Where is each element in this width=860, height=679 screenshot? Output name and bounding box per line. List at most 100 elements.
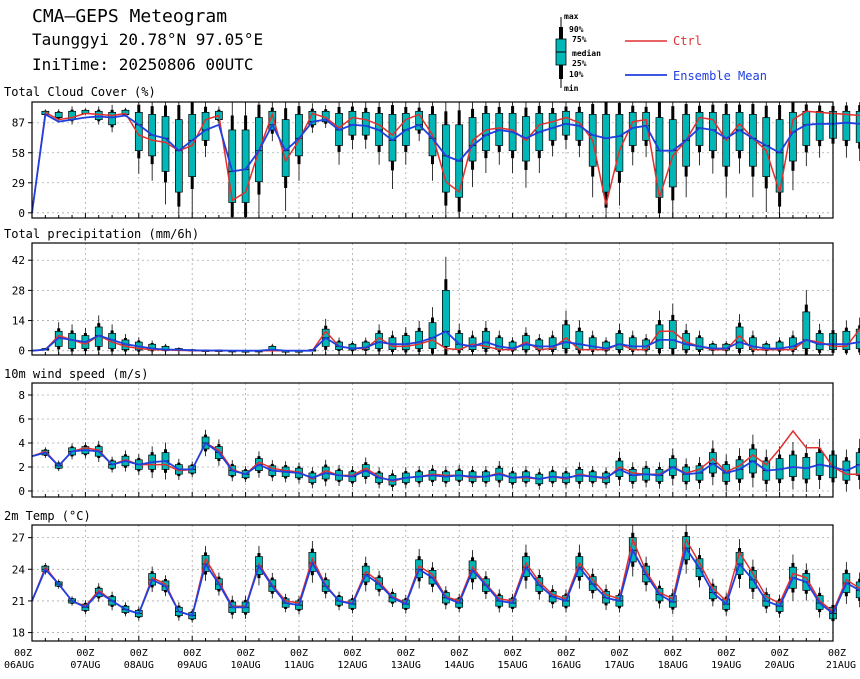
box <box>815 110 824 141</box>
y-tick-label: 24 <box>12 563 26 576</box>
box <box>415 330 423 349</box>
box <box>201 112 210 141</box>
chart-title: CMA—GEPS Meteogram <box>32 6 228 27</box>
x-tick-label-time: 00Z <box>343 648 361 659</box>
box <box>548 337 557 350</box>
x-tick-label-date: 10AUG <box>231 660 261 671</box>
x-tick-label-date: 07AUG <box>70 660 100 671</box>
box <box>668 119 677 188</box>
panel-1: Total Cloud Cover (%) 0 29 58 87 <box>4 85 860 220</box>
box <box>442 124 450 193</box>
box <box>842 330 851 350</box>
box <box>482 330 490 349</box>
y-tick-label: 14 <box>12 315 26 328</box>
init-time-label: IniTime: 20250806 00UTC <box>32 55 254 74</box>
box <box>375 333 383 349</box>
ctrl-line <box>31 110 860 213</box>
box <box>241 129 250 203</box>
panel-2: Total precipitation (mm/6h) 0 14 28 42 <box>4 227 860 358</box>
location-label: Taunggyi 20.78°N 97.05°E <box>32 30 264 49</box>
y-tick-label: 2 <box>18 461 25 474</box>
box <box>175 119 183 193</box>
x-tick-label-date: 09AUG <box>177 660 207 671</box>
ensemble-mean-line <box>31 441 860 482</box>
x-tick-label-time: 00Z <box>828 648 846 659</box>
box <box>802 110 811 146</box>
y-tick-label: 18 <box>12 627 25 640</box>
box <box>602 114 610 193</box>
box <box>134 112 143 152</box>
x-tick-label-time: 00Z <box>237 648 255 659</box>
x-tick-label-date: 17AUG <box>604 660 634 671</box>
legend-box-label: min <box>564 83 579 93</box>
panel-frame <box>31 242 834 356</box>
box <box>401 335 410 350</box>
box <box>54 112 63 118</box>
x-tick-label-time: 00Z <box>717 648 735 659</box>
box <box>588 337 597 350</box>
y-tick-label: 27 <box>12 532 25 545</box>
x-tick-label-time: 00Z <box>14 648 32 659</box>
y-tick-label: 29 <box>12 177 25 190</box>
x-tick-label-date: 13AUG <box>391 660 421 671</box>
box <box>695 337 704 350</box>
legend-box-label: median <box>572 48 601 58</box>
legend-box-label: 10% <box>569 70 584 79</box>
x-tick-label-time: 00Z <box>290 648 308 659</box>
panel-title: Total precipitation (mm/6h) <box>4 227 199 241</box>
box <box>228 129 237 203</box>
x-tick-label-time: 00Z <box>183 648 201 659</box>
legend-box-label: 75% <box>572 35 587 44</box>
x-tick-label-time: 00Z <box>771 648 789 659</box>
ensemble-mean-line <box>31 330 860 352</box>
panel-frame <box>31 524 834 642</box>
x-tick-label-date: 11AUG <box>284 660 314 671</box>
x-tick-label-date: 08AUG <box>124 660 154 671</box>
y-tick-label: 58 <box>12 147 25 160</box>
y-tick-label: 0 <box>18 345 25 358</box>
ensemble-mean-line <box>31 112 860 213</box>
panel-3: 10m wind speed (m/s) 0 2 4 6 8 <box>4 367 860 498</box>
panel-title: 10m wind speed (m/s) <box>4 367 149 381</box>
ensemble-mean-line <box>31 546 860 617</box>
legend-ctrl-label: Ctrl <box>673 34 702 48</box>
x-tick-label-date: 06AUG <box>4 660 34 671</box>
legend-mean-label: Ensemble Mean <box>673 69 767 83</box>
x-tick-label-time: 00Z <box>664 648 682 659</box>
x-tick-label-date: 21AUG <box>826 660 856 671</box>
y-tick-label: 0 <box>18 207 25 220</box>
box <box>268 110 277 131</box>
box <box>802 311 811 349</box>
panel-frame <box>31 382 834 498</box>
box <box>468 117 477 162</box>
box <box>615 333 624 350</box>
x-tick-label-date: 16AUG <box>551 660 581 671</box>
box <box>442 290 450 347</box>
x-tick-label-date: 12AUG <box>337 660 367 671</box>
box <box>668 320 677 349</box>
box <box>842 110 851 141</box>
x-tick-label-date: 19AUG <box>711 660 741 671</box>
box <box>562 324 570 349</box>
box <box>308 110 317 126</box>
legend-box-label: 90% <box>569 25 584 34</box>
box <box>789 454 797 477</box>
box <box>495 337 504 350</box>
box <box>94 110 103 120</box>
box <box>735 326 744 349</box>
x-tick-label-time: 00Z <box>76 648 94 659</box>
x-tick-label-date: 15AUG <box>498 660 528 671</box>
x-tick-label-date: 20AUG <box>765 660 795 671</box>
y-tick-label: 8 <box>18 389 25 402</box>
x-tick-label-time: 00Z <box>557 648 575 659</box>
legend-box-label: 25% <box>572 59 587 68</box>
panel-title: 2m Temp (°C) <box>4 509 91 523</box>
y-tick-label: 0 <box>18 485 25 498</box>
x-tick-label-time: 00Z <box>610 648 628 659</box>
box <box>655 324 664 349</box>
legend-box-label: max <box>564 12 579 21</box>
x-tick-label-time: 00Z <box>450 648 468 659</box>
x-tick-label-date: 18AUG <box>658 660 688 671</box>
